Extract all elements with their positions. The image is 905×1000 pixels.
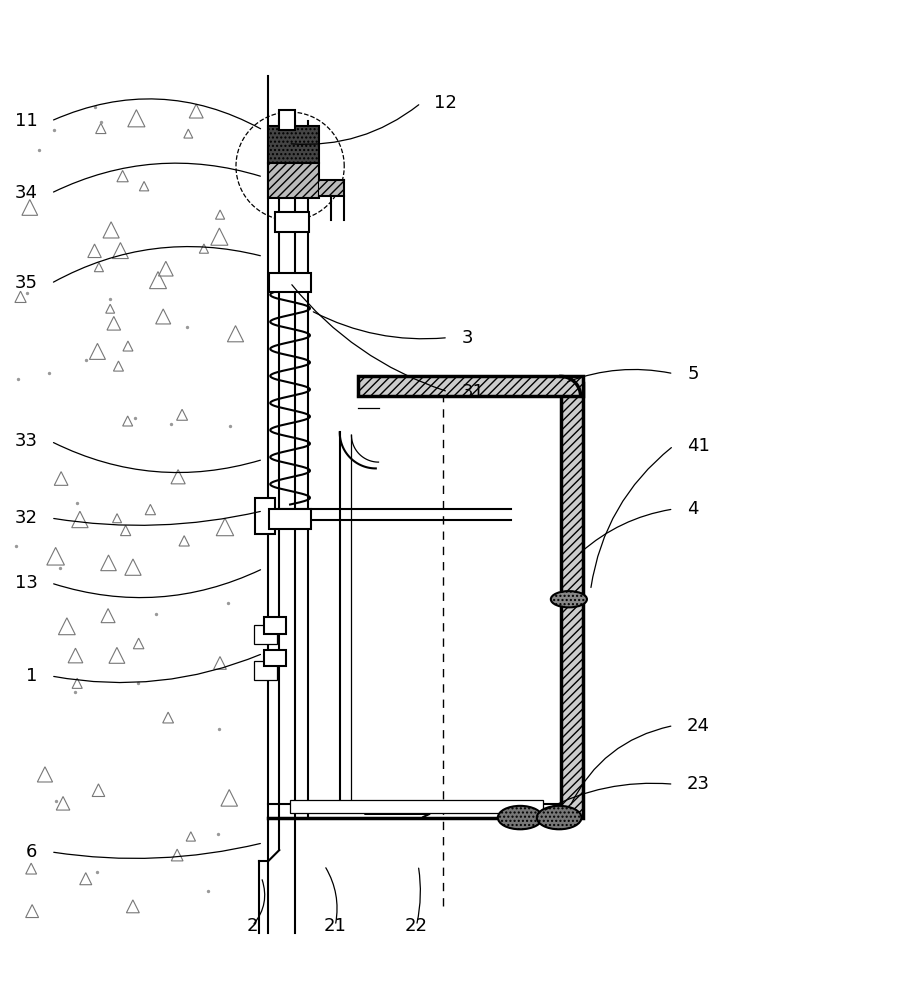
Point — [20, 285, 34, 301]
Text: 34: 34 — [14, 184, 37, 202]
Ellipse shape — [537, 806, 582, 829]
Bar — [280, 110, 295, 130]
Bar — [264, 650, 286, 666]
Point — [42, 365, 56, 381]
Bar — [254, 625, 277, 644]
Bar — [270, 273, 310, 292]
Text: 4: 4 — [687, 500, 699, 518]
Text: 3: 3 — [462, 329, 473, 347]
Text: 5: 5 — [687, 365, 699, 383]
Ellipse shape — [551, 591, 587, 607]
Point — [131, 675, 146, 691]
Text: 1: 1 — [26, 667, 37, 685]
Text: 35: 35 — [14, 274, 37, 292]
Text: 31: 31 — [462, 383, 484, 401]
Point — [90, 864, 104, 880]
Point — [68, 684, 82, 700]
Text: 22: 22 — [405, 917, 428, 935]
Bar — [255, 498, 275, 534]
Bar — [275, 212, 309, 232]
Point — [88, 99, 102, 115]
Point — [164, 416, 178, 432]
Point — [179, 319, 194, 335]
Text: 24: 24 — [687, 717, 710, 735]
Point — [93, 114, 108, 130]
Point — [79, 352, 93, 368]
Point — [128, 410, 142, 426]
Point — [70, 495, 84, 511]
Point — [201, 883, 215, 899]
Text: 33: 33 — [14, 432, 37, 450]
Point — [223, 418, 237, 434]
Text: 21: 21 — [324, 917, 347, 935]
Bar — [268, 126, 319, 163]
Point — [149, 606, 164, 622]
Bar — [291, 800, 543, 813]
Ellipse shape — [498, 806, 542, 829]
Bar — [264, 617, 286, 634]
Point — [221, 595, 235, 611]
Point — [52, 560, 67, 576]
Point — [212, 721, 226, 737]
Text: 23: 23 — [687, 775, 710, 793]
Bar — [270, 509, 310, 529]
Bar — [319, 180, 344, 196]
Text: 32: 32 — [14, 509, 37, 527]
Point — [11, 371, 25, 387]
Point — [46, 122, 61, 138]
Bar — [268, 163, 319, 198]
Point — [103, 291, 118, 307]
Bar — [561, 383, 584, 818]
Text: 2: 2 — [246, 917, 258, 935]
Bar — [357, 376, 584, 396]
Point — [49, 793, 63, 809]
Text: 6: 6 — [26, 843, 37, 861]
Text: 11: 11 — [14, 112, 37, 130]
Point — [210, 826, 224, 842]
Text: 41: 41 — [687, 437, 710, 455]
Text: 13: 13 — [14, 574, 37, 592]
Point — [9, 538, 24, 554]
Bar — [254, 661, 277, 680]
Text: 12: 12 — [434, 94, 457, 112]
Point — [32, 142, 46, 158]
